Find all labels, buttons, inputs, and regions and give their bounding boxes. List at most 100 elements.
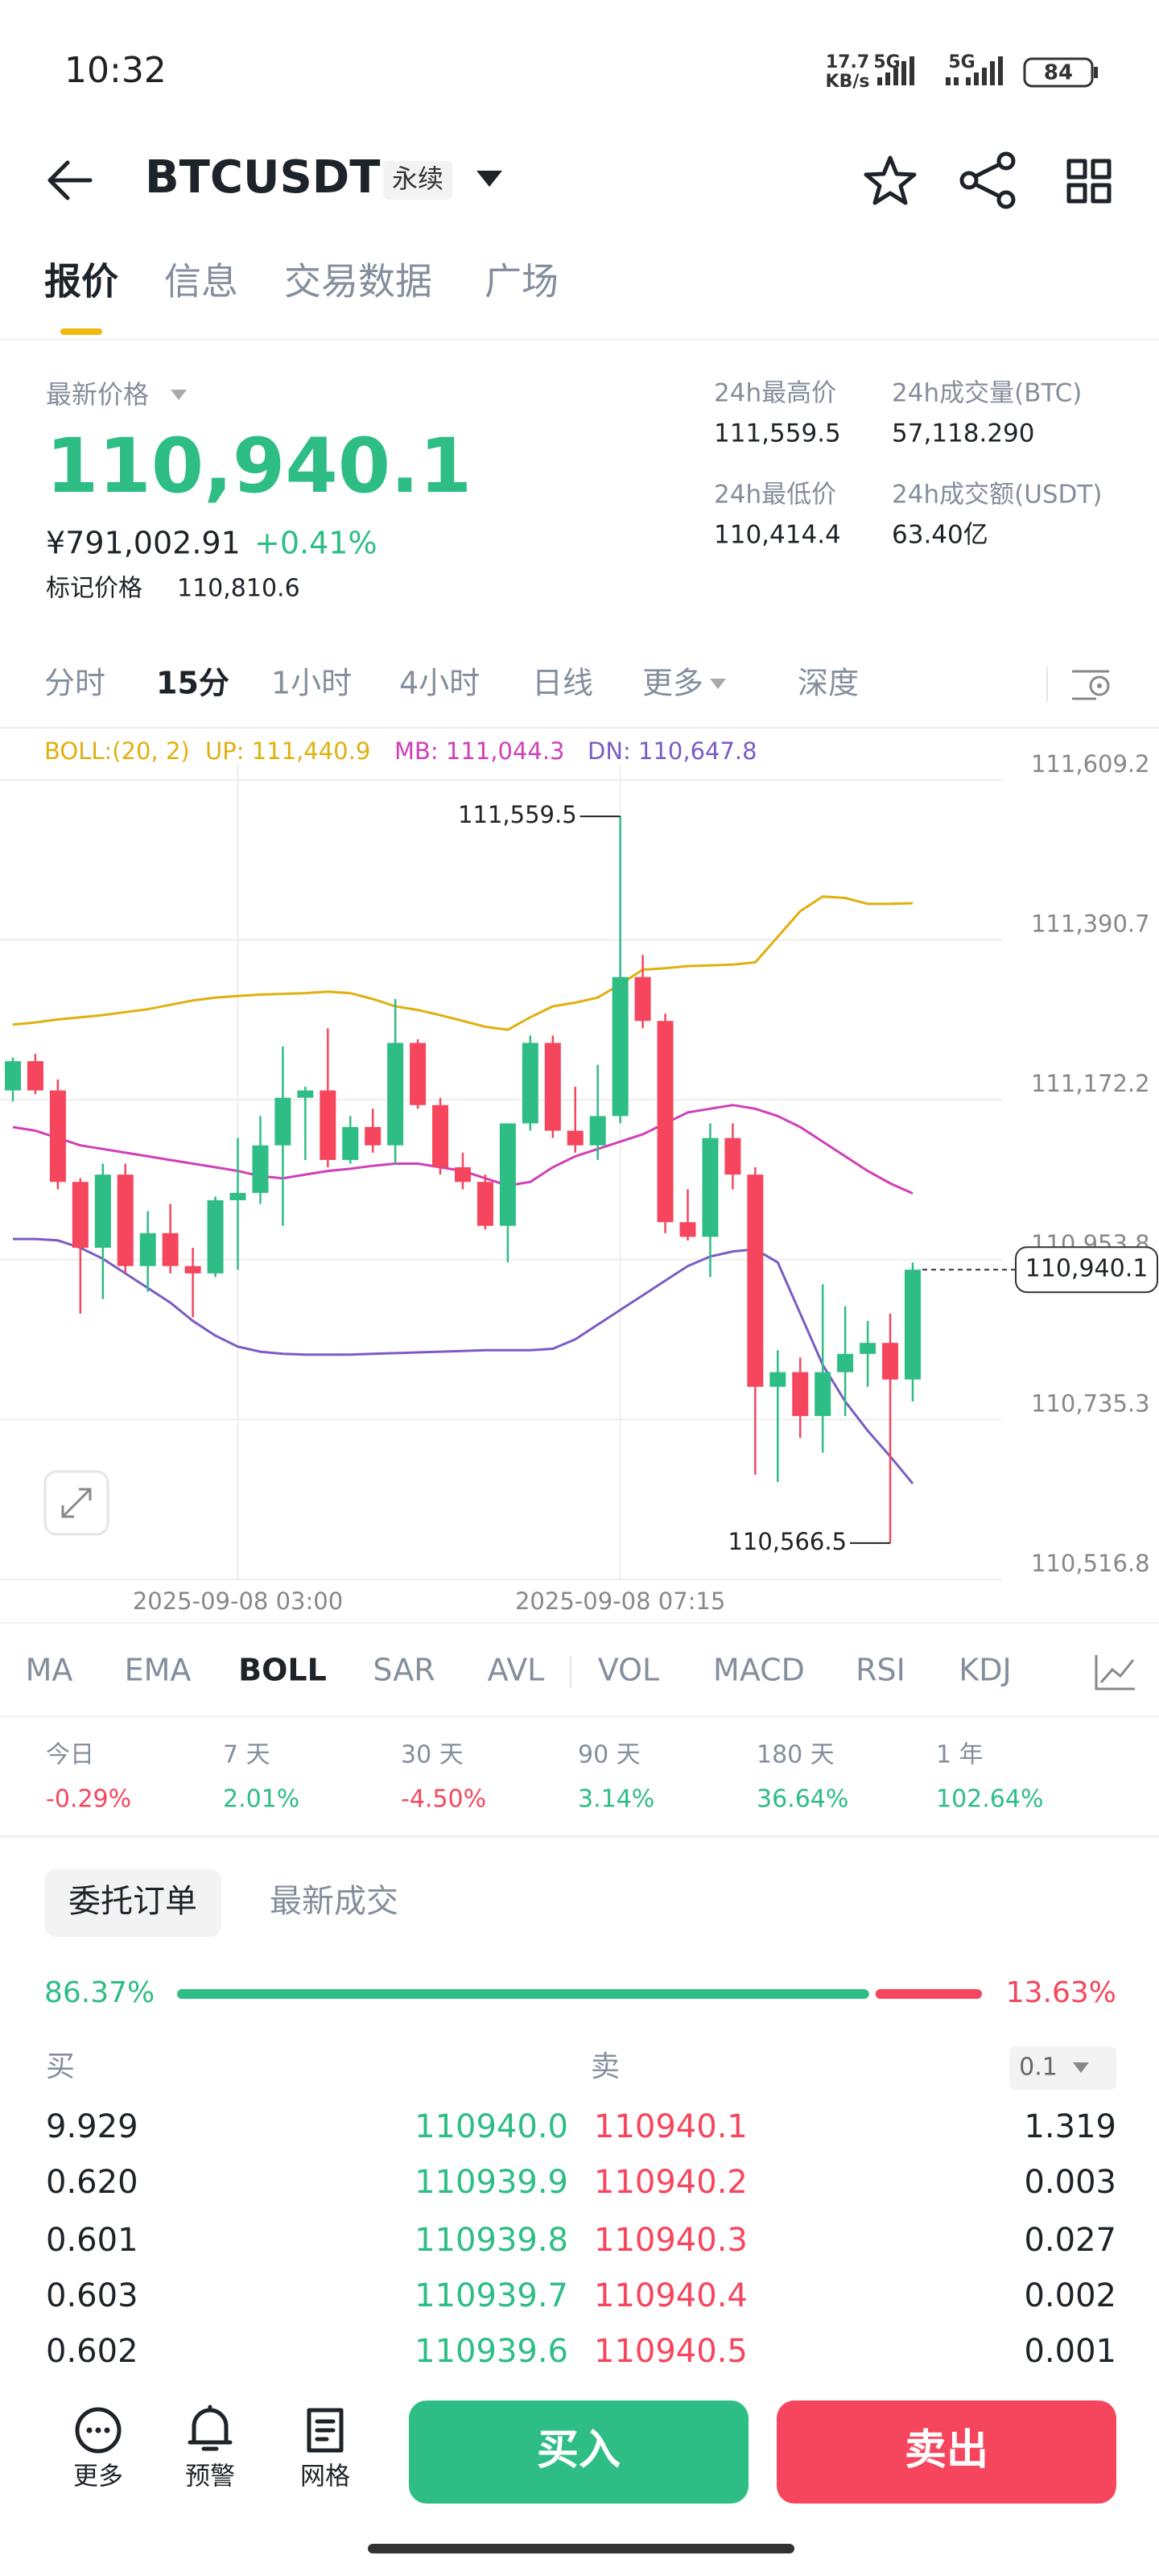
divider [0,1715,1159,1717]
mark-price: 110,810.6 [177,575,300,603]
order-tab[interactable]: 最新成交 [270,1883,398,1920]
net-speed-unit: KB/s [826,72,870,92]
candle-body [860,1343,876,1354]
indicator-tab[interactable]: MA [26,1653,73,1688]
candle-body [634,976,651,1022]
sell-button[interactable] [777,2401,1116,2504]
interval[interactable]: 15分 [156,666,229,701]
performance: 今日 -0.29% 7 天 2.01% 30 天 -4.50% 90 天 3.14% 180 天… [46,1741,1043,1814]
alert-icon[interactable] [188,2405,233,2451]
legend-entry: UP: 111,440.9 [205,737,370,765]
candle-body [702,1137,719,1237]
ask-price: 110940.2 [594,2164,748,2201]
indicator-tab[interactable]: KDJ [959,1653,1011,1688]
favorite-button[interactable] [864,155,917,205]
ask-price: 110940.4 [594,2277,748,2314]
actions: 更多 预警 网格 [73,2462,350,2491]
candle-body [837,1353,854,1373]
candle-body [139,1232,156,1266]
bid-quantity: 0.603 [46,2277,138,2314]
stat-label: 24h最低价 [714,481,836,510]
more-icon[interactable] [75,2407,122,2454]
y-tick-label: 111,609.2 [1031,750,1150,778]
net-speed: 17.7 [826,52,869,72]
ask-price: 110940.1 [594,2108,748,2145]
more-dropdown[interactable] [710,679,726,689]
sell-label: 卖出 [905,2426,988,2475]
share-button[interactable] [959,151,1016,209]
indicator-tab[interactable]: RSI [856,1653,905,1688]
order-tabs: 委托订单 最新成交 [68,1883,398,1920]
tab[interactable]: 交易数据 [284,260,432,303]
indicator-tab[interactable]: BOLL [238,1653,327,1688]
period-change: -4.50% [401,1785,486,1814]
action-label[interactable]: 更多 [73,2462,123,2491]
candle-body [679,1222,696,1237]
divider [0,1835,1159,1838]
period-change: -0.29% [46,1785,131,1814]
candle-body [207,1199,224,1274]
precision-dropdown [1073,2062,1089,2073]
interval[interactable]: 更多 [642,666,703,701]
tab[interactable]: 报价 [44,260,118,303]
candle-body [432,1104,449,1168]
back-button[interactable] [47,160,93,200]
last-price-tag [1015,1246,1158,1294]
interval[interactable]: 分时 [44,666,105,701]
signal-1 [877,56,914,85]
fullscreen-button[interactable] [43,1470,109,1536]
indicator-tab[interactable]: VOL [598,1653,659,1688]
extreme-marker-label: 111,559.5 [458,801,577,828]
separator [1046,667,1048,702]
x-tick-label: 2025-09-08 07:15 [515,1587,725,1615]
cny-price: ¥791,002.91 [46,526,241,561]
candle-body [589,1116,606,1146]
precision: 0.1 [1019,2054,1058,2082]
grid-icon[interactable] [307,2408,344,2453]
indicator-tab[interactable]: SAR [373,1653,435,1688]
buy-button[interactable] [409,2401,749,2504]
stat-value: 111,559.5 [714,419,841,448]
interval[interactable]: 1小时 [271,666,352,701]
legend-entry: DN: 110,647.8 [588,737,757,765]
chart-settings[interactable] [1072,670,1110,700]
ask-quantity: 0.001 [1024,2333,1116,2370]
order-tab[interactable]: 委托订单 [68,1883,197,1920]
tab[interactable]: 广场 [485,260,559,303]
candle-body [117,1174,134,1266]
interval[interactable]: 日线 [532,666,593,701]
y-tick-label: 110,516.8 [1031,1550,1150,1577]
stat-value: 57,118.290 [892,419,1035,448]
candle-body [72,1182,89,1249]
symbol-dropdown[interactable] [476,171,502,187]
price-label-dropdown[interactable] [171,390,187,400]
divider [0,1622,1159,1624]
indicator-settings[interactable] [1095,1655,1135,1690]
ask-quantity: 1.319 [1024,2108,1116,2145]
candle-body [410,1042,427,1105]
bid-quantity: 9.929 [46,2108,138,2145]
indicator-tab[interactable]: EMA [125,1653,192,1688]
bid-price: 110939.8 [415,2222,568,2259]
candle-body [162,1232,179,1266]
candle-body [274,1097,291,1146]
layout-button[interactable] [1066,159,1112,204]
action-label[interactable]: 网格 [300,2462,350,2491]
candle-body [49,1090,66,1183]
indicator-tab[interactable]: AVL [488,1653,545,1688]
indicator-tab[interactable]: MACD [713,1653,805,1688]
tab[interactable]: 信息 [164,260,238,303]
legend-entry: MB: 111,044.3 [394,737,565,765]
battery [1023,57,1094,88]
bid-header: 买 [46,2050,75,2083]
bid-price: 110939.7 [415,2277,568,2314]
interval[interactable]: 4小时 [399,666,480,701]
interval[interactable]: 深度 [798,666,859,701]
period-change: 3.14% [578,1785,654,1814]
candle-body [455,1167,471,1183]
precision-select[interactable] [1009,2046,1116,2090]
action-label[interactable]: 预警 [185,2462,235,2491]
candle-body [724,1137,741,1175]
extreme-marker-label: 110,566.5 [728,1528,847,1555]
